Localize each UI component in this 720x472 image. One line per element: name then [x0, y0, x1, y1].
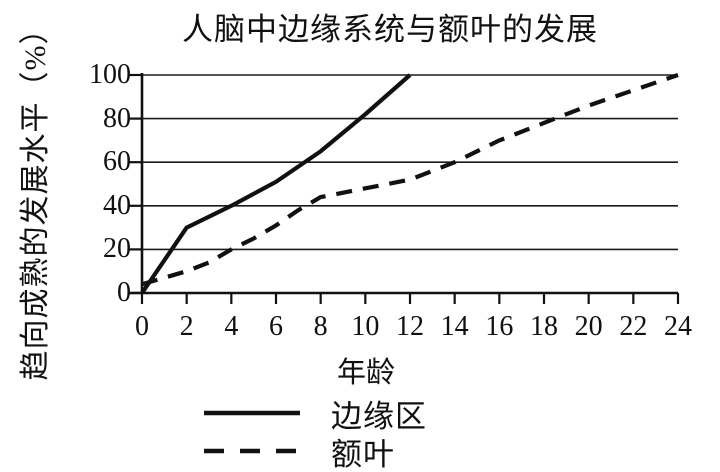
x-tick-label: 16 [485, 311, 514, 342]
solid-line-swatch-icon [204, 410, 300, 416]
legend-label-frontal: 额叶 [331, 436, 395, 472]
legend-row: 边缘区 [203, 394, 427, 434]
y-tick-label: 40 [103, 189, 131, 221]
legend-row: 额叶 [203, 432, 427, 472]
x-tick-label: 20 [574, 311, 603, 342]
y-tick-label: 0 [117, 277, 131, 308]
x-tick-label: 8 [313, 311, 328, 342]
legend-label-limbic: 边缘区 [331, 398, 427, 434]
x-tick-label: 18 [530, 311, 558, 342]
series-line-frontal [141, 73, 679, 287]
x-tick-label: 10 [351, 311, 380, 342]
x-tick-label: 6 [269, 311, 283, 342]
x-tick-label: 14 [440, 311, 469, 342]
x-tick-label: 12 [396, 311, 424, 342]
x-tick-label: 24 [664, 311, 692, 342]
y-tick-label: 100 [89, 59, 131, 90]
x-tick-label: 2 [179, 311, 194, 342]
x-axis-title: 年龄 [336, 357, 395, 389]
chart-title: 人脑中边缘系统与额叶的发展 [182, 12, 598, 47]
y-tick-label: 80 [103, 102, 131, 134]
x-tick-label: 0 [135, 311, 149, 342]
y-tick-label: 20 [103, 233, 131, 265]
legend: 边缘区 额叶 [203, 394, 427, 472]
dashed-line-swatch-icon [204, 448, 296, 454]
y-tick-label: 60 [103, 146, 131, 178]
x-tick-label: 22 [619, 311, 648, 342]
x-tick-label: 4 [224, 311, 239, 342]
series-line-limbic [140, 73, 412, 295]
